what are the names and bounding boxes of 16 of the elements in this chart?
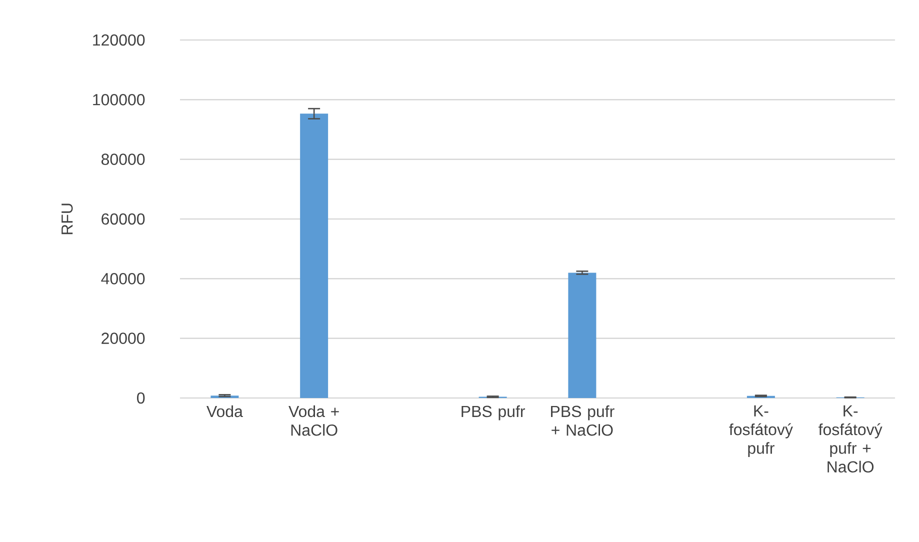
y-tick-label: 20000: [102, 332, 145, 344]
y-tick-label: 60000: [102, 213, 145, 225]
y-axis-title: RFU: [62, 204, 73, 234]
x-tick-label: Voda: [206, 405, 243, 418]
x-tick-label: Voda + NaClO: [288, 405, 339, 436]
y-tick-label: 80000: [101, 154, 145, 165]
y-tick-label: 120000: [93, 34, 145, 46]
x-tick-label: K-fosfátový pufr + NaClO: [818, 405, 882, 473]
bar: [568, 272, 596, 398]
x-tick-label: PBS pufr + NaClO: [551, 405, 614, 436]
x-tick-label: K-fosfátový pufr: [729, 405, 793, 458]
y-tick-label: 0: [137, 392, 145, 404]
y-tick-label: 100000: [93, 94, 145, 106]
x-tick-label: PBS pufr: [462, 405, 526, 420]
y-tick-label: 40000: [101, 273, 145, 284]
bar: [300, 114, 328, 398]
